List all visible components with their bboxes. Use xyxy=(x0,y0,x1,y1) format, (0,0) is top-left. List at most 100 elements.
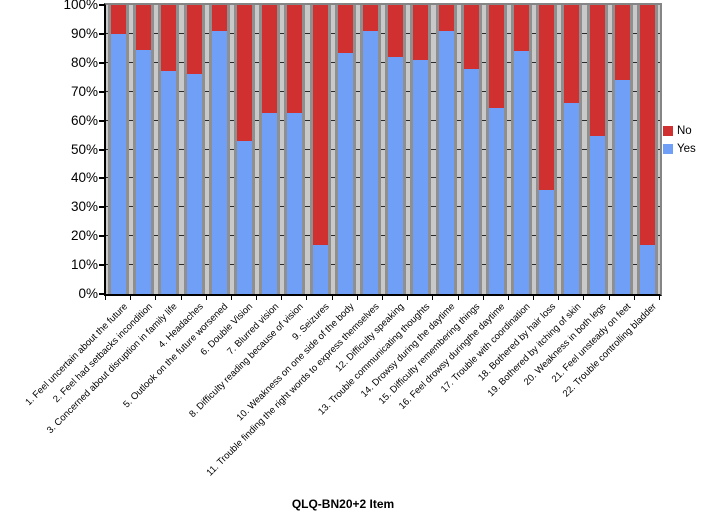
category-column xyxy=(333,5,358,294)
bar-segment-no xyxy=(211,5,227,31)
x-tick-mark xyxy=(230,296,232,300)
stacked-bar xyxy=(511,5,533,294)
stacked-bar xyxy=(561,5,583,294)
stacked-bar xyxy=(435,5,457,294)
y-tick-mark xyxy=(99,235,104,238)
y-tick-mark xyxy=(99,177,104,180)
bar-segment-no xyxy=(463,5,479,69)
x-tick-mark xyxy=(256,296,258,300)
bar-segment-yes xyxy=(388,57,404,294)
y-tick-mark xyxy=(99,264,104,267)
bar-segment-yes xyxy=(337,52,353,294)
x-tick-mark xyxy=(583,296,585,300)
stacked-bar xyxy=(334,5,356,294)
category-column xyxy=(358,5,383,294)
x-tick-mark xyxy=(558,296,560,300)
x-tick-mark xyxy=(659,296,660,300)
bar-segment-yes xyxy=(438,31,454,294)
stacked-bar xyxy=(536,5,558,294)
bar-segment-yes xyxy=(514,51,530,294)
stacked-bar xyxy=(208,5,230,294)
x-tick-mark xyxy=(130,296,132,300)
bar-segment-no xyxy=(312,5,328,245)
stacked-bar xyxy=(460,5,482,294)
x-tick-mark xyxy=(105,296,106,300)
bar-segment-yes xyxy=(287,113,303,294)
x-tick-mark xyxy=(432,296,434,300)
bar-segment-no xyxy=(161,5,177,72)
gridline-10 xyxy=(106,264,660,266)
category-column xyxy=(282,5,307,294)
bar-segment-no xyxy=(488,5,504,108)
gridline-30 xyxy=(106,206,660,208)
legend: No Yes xyxy=(663,125,696,161)
bar-segment-no xyxy=(438,5,454,31)
y-tick-mark xyxy=(99,61,104,64)
bar-segment-no xyxy=(337,5,353,53)
gridline-90 xyxy=(106,32,660,34)
category-column xyxy=(534,5,559,294)
gridline-60 xyxy=(106,119,660,121)
bar-segment-no xyxy=(262,5,278,114)
gridline-80 xyxy=(106,61,660,63)
bar-segment-no xyxy=(589,5,605,137)
stacked-bar xyxy=(385,5,407,294)
plot-area xyxy=(104,3,662,296)
bar-segment-yes xyxy=(539,189,555,294)
bar-segment-no xyxy=(614,5,630,81)
x-tick-mark xyxy=(507,296,509,300)
stacked-bar xyxy=(259,5,281,294)
category-column xyxy=(182,5,207,294)
y-tick-label-90: 90% xyxy=(70,25,98,41)
y-tick-mark xyxy=(99,90,104,93)
stacked-bar xyxy=(586,5,608,294)
bar-segment-no xyxy=(413,5,429,60)
x-tick-mark xyxy=(608,296,610,300)
category-column xyxy=(509,5,534,294)
bar-segment-no xyxy=(186,5,202,75)
bar-segment-yes xyxy=(312,244,328,294)
bar-segment-yes xyxy=(640,244,656,294)
y-tick-label-80: 80% xyxy=(70,54,98,70)
x-tick-mark xyxy=(356,296,358,300)
category-column xyxy=(585,5,610,294)
stacked-bar xyxy=(611,5,633,294)
stacked-bar xyxy=(183,5,205,294)
bar-segment-no xyxy=(287,5,303,114)
category-column xyxy=(131,5,156,294)
category-column xyxy=(408,5,433,294)
category-column xyxy=(459,5,484,294)
category-column xyxy=(308,5,333,294)
x-tick-mark xyxy=(281,296,283,300)
y-tick-mark xyxy=(99,148,104,151)
category-column xyxy=(433,5,458,294)
stacked-bar xyxy=(158,5,180,294)
stacked-bar xyxy=(108,5,130,294)
stacked-bar xyxy=(309,5,331,294)
y-tick-mark xyxy=(99,4,104,6)
bar-segment-yes xyxy=(362,31,378,294)
bar-segment-no xyxy=(136,5,152,50)
bar-segment-yes xyxy=(564,103,580,294)
x-tick-mark xyxy=(407,296,409,300)
bar-segment-yes xyxy=(237,140,253,294)
gridline-70 xyxy=(106,90,660,92)
bar-segment-yes xyxy=(463,68,479,294)
x-tick-mark xyxy=(482,296,484,300)
legend-item-no: No xyxy=(663,125,696,137)
x-axis-title: QLQ-BN20+2 Item xyxy=(291,497,395,511)
category-column xyxy=(383,5,408,294)
bar-segment-no xyxy=(640,5,656,245)
bar-segment-no xyxy=(564,5,580,104)
y-tick-mark xyxy=(99,293,104,295)
stacked-bar xyxy=(410,5,432,294)
y-tick-mark xyxy=(99,206,104,209)
y-tick-label-10: 10% xyxy=(70,257,98,273)
category-column xyxy=(106,5,131,294)
category-column xyxy=(207,5,232,294)
category-column xyxy=(232,5,257,294)
bar-segment-no xyxy=(362,5,378,31)
legend-item-yes: Yes xyxy=(663,143,696,155)
bar-segment-yes xyxy=(589,136,605,294)
